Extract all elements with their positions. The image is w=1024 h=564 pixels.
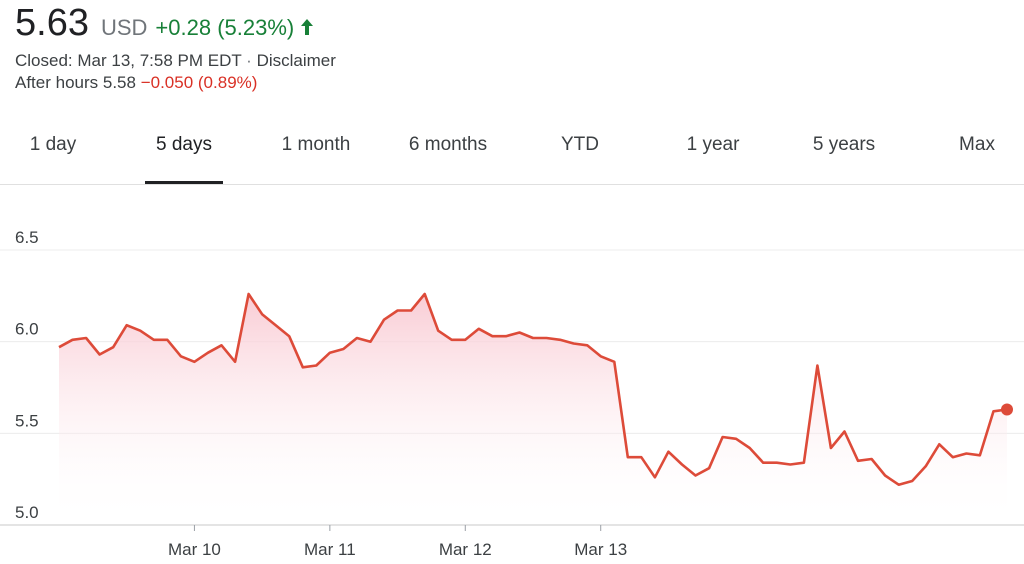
currency-label: USD bbox=[100, 15, 148, 40]
tab-5-years[interactable]: 5 years bbox=[812, 134, 876, 155]
tab-1-day[interactable]: 1 day bbox=[29, 134, 77, 155]
y-tick-label: 6.5 bbox=[15, 228, 39, 247]
y-tick-label: 6.0 bbox=[15, 320, 39, 339]
tab-max[interactable]: Max bbox=[959, 134, 995, 155]
disclaimer-link[interactable]: Disclaimer bbox=[256, 51, 336, 70]
after-hours-change: −0.050 (0.89%) bbox=[140, 73, 258, 92]
price-area bbox=[59, 294, 1007, 525]
market-status: Closed: Mar 13, 7:58 PM EDT · Disclaimer bbox=[15, 50, 1005, 72]
x-tick-label: Mar 10 bbox=[168, 540, 221, 559]
price-line-series bbox=[58, 292, 1008, 486]
tab-ytd[interactable]: YTD bbox=[561, 134, 599, 155]
range-tabs: 1 day 5 days 1 month 6 months YTD 1 year… bbox=[0, 116, 1024, 185]
x-tick-label: Mar 12 bbox=[439, 540, 492, 559]
tab-1-month[interactable]: 1 month bbox=[281, 134, 351, 155]
tab-1-year[interactable]: 1 year bbox=[686, 134, 740, 155]
y-tick-label: 5.5 bbox=[15, 411, 39, 430]
arrow-up-icon bbox=[300, 18, 314, 36]
after-hours-price: After hours 5.58 bbox=[15, 73, 136, 92]
price-chart: 5.0 5.5 6.0 6.5 Mar 10 Mar 11 Mar 12 Mar 13 bbox=[0, 228, 1024, 559]
y-tick-label: 5.0 bbox=[15, 503, 39, 522]
tab-6-months[interactable]: 6 months bbox=[408, 134, 488, 155]
x-tick-label: Mar 13 bbox=[574, 540, 627, 559]
separator: · bbox=[241, 51, 257, 70]
quote-header: 5.63 USD +0.28 (5.23%) Closed: Mar 13, 7… bbox=[15, 0, 1005, 94]
price-line: 5.63 USD +0.28 (5.23%) bbox=[15, 0, 1005, 48]
closed-text: Closed: Mar 13, 7:58 PM EDT bbox=[15, 51, 242, 70]
price-change: +0.28 (5.23%) bbox=[155, 15, 295, 40]
after-hours: After hours 5.58 −0.050 (0.89%) bbox=[15, 72, 1005, 94]
tab-5-days[interactable]: 5 days bbox=[145, 116, 223, 184]
current-price: 5.63 bbox=[15, 2, 89, 44]
x-tick-label: Mar 11 bbox=[304, 540, 356, 559]
last-price-dot bbox=[1001, 403, 1013, 416]
